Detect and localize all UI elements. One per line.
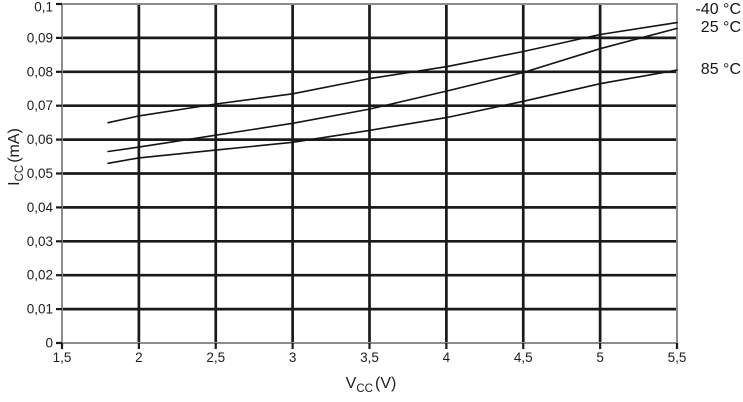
y-tick-label: 0,1 xyxy=(34,0,53,15)
y-tick-label: 0,09 xyxy=(27,30,53,45)
y-axis-title: ICC(mA) xyxy=(6,95,26,219)
y-tick-label: 0,04 xyxy=(27,200,54,215)
x-tick-label: 3,5 xyxy=(360,350,379,365)
y-axis-unit: (mA) xyxy=(6,128,23,163)
x-axis-symbol: V xyxy=(345,375,357,392)
y-axis-subscript: CC xyxy=(14,164,27,182)
y-tick-label: 0,03 xyxy=(27,234,53,249)
y-tick-label: 0,08 xyxy=(27,64,53,79)
y-tick-label: 0,05 xyxy=(27,166,53,181)
x-tick-label: 2 xyxy=(135,350,143,365)
y-tick-label: 0,06 xyxy=(27,132,53,147)
y-tick-label: 0,02 xyxy=(27,268,53,283)
x-axis-subscript: CC xyxy=(356,383,373,396)
legend-label-85c: 85 °C xyxy=(700,60,741,78)
legend-label-25c: 25 °C xyxy=(700,18,741,36)
x-tick-label: 4,5 xyxy=(514,350,533,365)
x-tick-label: 5,5 xyxy=(668,350,687,365)
curve-85c xyxy=(107,69,678,165)
y-tick-label: 0,07 xyxy=(27,98,53,113)
x-tick-label: 4 xyxy=(443,350,451,365)
x-tick-label: 3 xyxy=(289,350,297,365)
curve-minus-40c xyxy=(107,21,678,124)
x-tick-label: 2,5 xyxy=(206,350,225,365)
x-axis-unit: (V) xyxy=(374,375,397,392)
y-axis-symbol: I xyxy=(6,181,23,186)
x-tick-label: 5 xyxy=(596,350,604,365)
curve-25c xyxy=(107,27,678,153)
legend-label-minus-40c: -40 °C xyxy=(695,0,741,18)
y-tick-label: 0 xyxy=(45,336,53,351)
x-tick-label: 1,5 xyxy=(53,350,72,365)
y-tick-label: 0,01 xyxy=(27,302,53,317)
x-axis-title: VCC (V) xyxy=(297,375,445,396)
